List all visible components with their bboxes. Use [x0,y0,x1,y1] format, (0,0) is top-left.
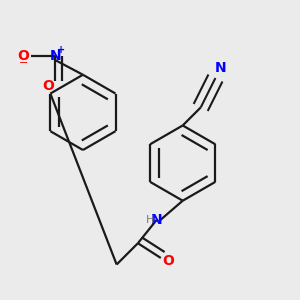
Text: N: N [151,213,162,227]
Text: H: H [146,215,154,225]
Text: N: N [49,49,61,63]
Text: O: O [162,254,174,268]
Text: +: + [57,45,65,55]
Text: O: O [42,79,54,93]
Text: O: O [17,49,29,63]
Text: −: − [19,58,28,68]
Text: N: N [214,61,226,75]
